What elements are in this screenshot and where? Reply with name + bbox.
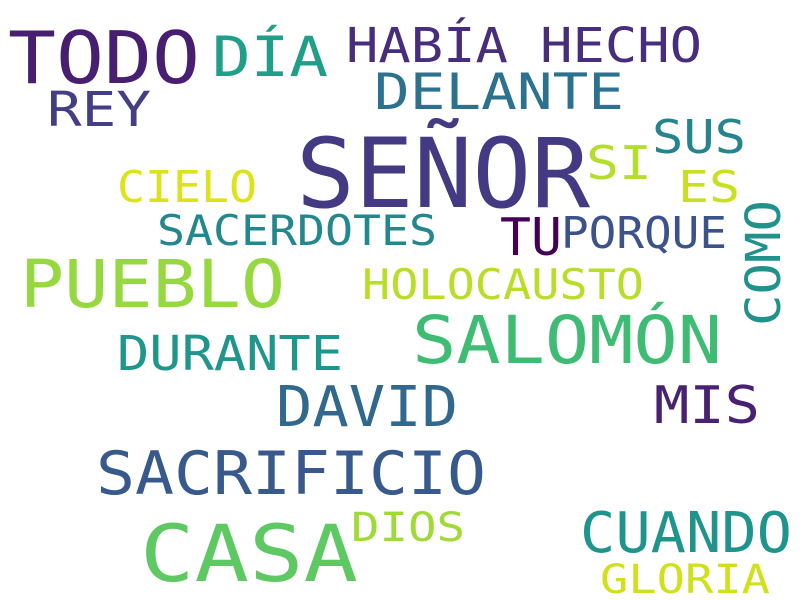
word-sacrificio: SACRIFICIO: [96, 439, 487, 509]
word-todo: TODO: [8, 16, 200, 100]
word-si: SI: [586, 136, 653, 190]
word-gloria: GLORIA: [600, 557, 771, 600]
word-rey: REY: [47, 82, 152, 138]
word-dios: DIOS: [351, 505, 465, 551]
word-holocausto: HOLOCAUSTO: [362, 260, 645, 309]
word-mis: MIS: [654, 376, 761, 436]
word-delante: DELANTE: [374, 63, 625, 121]
word-casa: CASA: [140, 510, 359, 600]
word-tu: TU: [500, 208, 563, 268]
word-porque: PORQUE: [561, 208, 728, 259]
word-durante: DURANTE: [117, 326, 344, 382]
word-cuando: CUANDO: [580, 501, 793, 566]
word-senor: SEÑOR: [296, 118, 590, 230]
word-como: COMO: [736, 200, 792, 326]
word-cielo: CIELO: [117, 162, 258, 213]
word-salomon: SALOMÓN: [412, 302, 723, 379]
word-sus: SUS: [652, 110, 747, 164]
word-david: DAVID: [276, 375, 459, 440]
word-habia-hecho: HABÍA HECHO: [346, 18, 703, 74]
word-es: ES: [678, 162, 741, 213]
word-dia: DÍA: [212, 25, 329, 89]
word-pueblo: PUEBLO: [20, 246, 286, 323]
word-sacerdotes: SACERDOTES: [157, 206, 438, 255]
